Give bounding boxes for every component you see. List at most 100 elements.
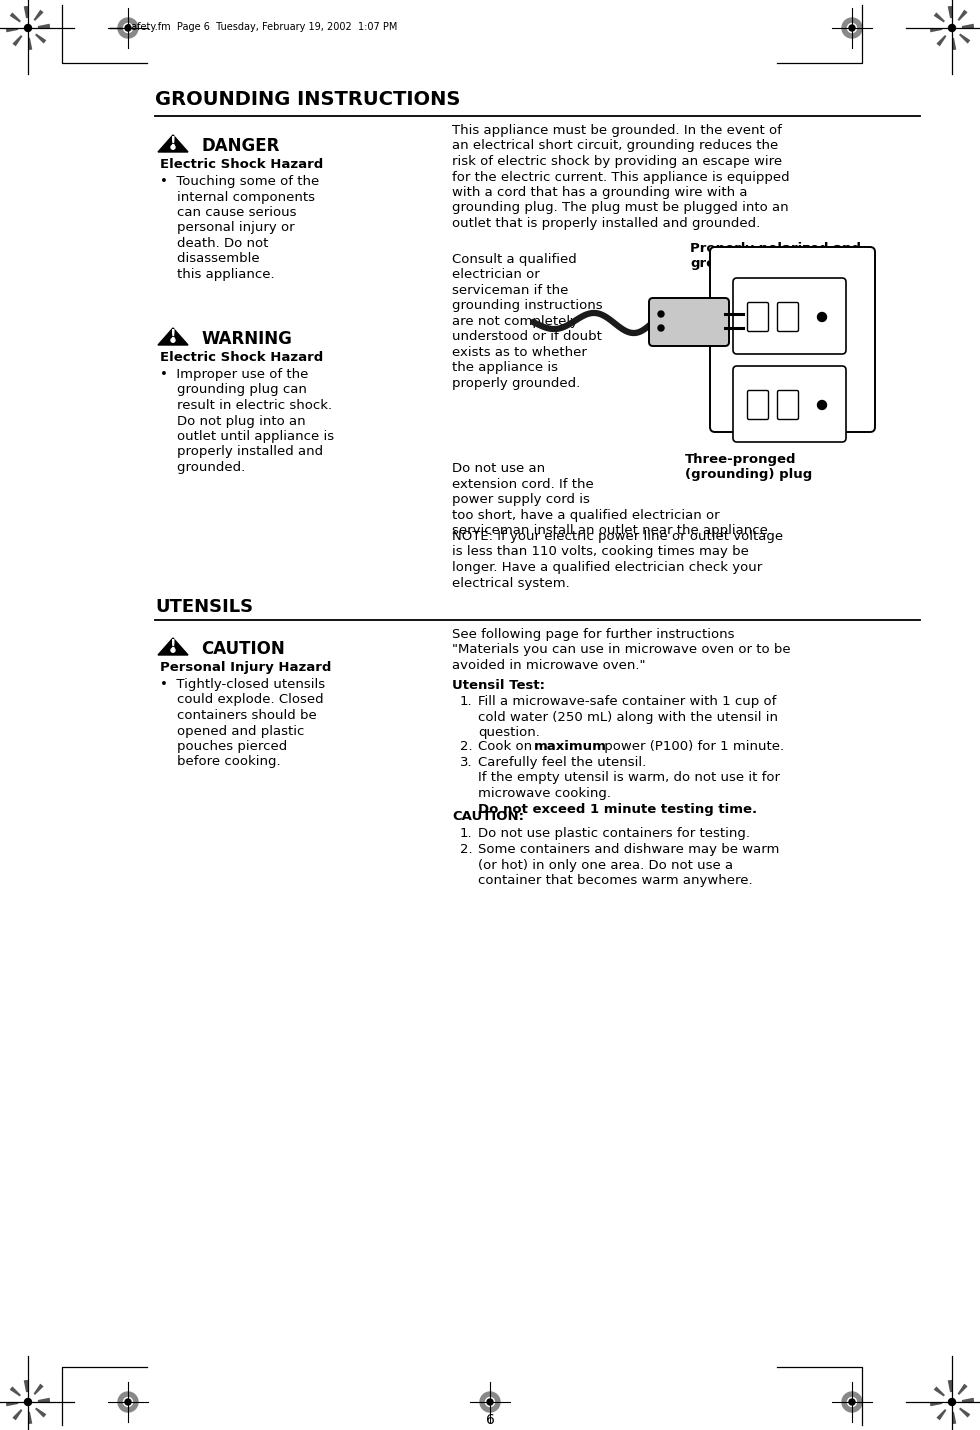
Text: could explode. Closed: could explode. Closed — [160, 694, 323, 706]
Circle shape — [658, 325, 664, 330]
Text: 1.: 1. — [460, 695, 472, 708]
Wedge shape — [944, 29, 952, 50]
Text: can cause serious: can cause serious — [160, 206, 297, 219]
Text: DANGER: DANGER — [201, 137, 279, 154]
Wedge shape — [948, 1380, 952, 1401]
Text: is less than 110 volts, cooking times may be: is less than 110 volts, cooking times ma… — [452, 545, 749, 559]
Wedge shape — [952, 29, 973, 36]
Wedge shape — [10, 13, 28, 29]
Wedge shape — [952, 1401, 973, 1410]
Text: properly grounded.: properly grounded. — [452, 378, 580, 390]
Circle shape — [817, 400, 826, 409]
Wedge shape — [930, 29, 952, 33]
Circle shape — [849, 1399, 855, 1406]
Wedge shape — [930, 1394, 952, 1401]
Text: avoided in microwave oven.": avoided in microwave oven." — [452, 659, 646, 672]
Wedge shape — [28, 29, 46, 43]
Wedge shape — [932, 1401, 952, 1414]
Text: (or hot) in only one area. Do not use a: (or hot) in only one area. Do not use a — [478, 858, 733, 871]
Circle shape — [849, 24, 855, 31]
FancyBboxPatch shape — [710, 247, 875, 432]
Wedge shape — [28, 1384, 43, 1401]
Text: 1.: 1. — [460, 827, 472, 839]
Text: electrician or: electrician or — [452, 269, 540, 282]
Text: Do not plug into an: Do not plug into an — [160, 415, 306, 428]
Text: grounded: grounded — [690, 257, 762, 270]
Text: Do not use plastic containers for testing.: Do not use plastic containers for testin… — [478, 827, 750, 839]
Circle shape — [125, 24, 131, 31]
Wedge shape — [952, 29, 956, 50]
Wedge shape — [940, 1381, 952, 1401]
Wedge shape — [932, 29, 952, 40]
Text: Some containers and dishware may be warm: Some containers and dishware may be warm — [478, 844, 779, 857]
Text: for the electric current. This appliance is equipped: for the electric current. This appliance… — [452, 170, 790, 183]
Wedge shape — [7, 20, 28, 29]
Text: personal injury or: personal injury or — [160, 222, 295, 235]
Text: result in electric shock.: result in electric shock. — [160, 399, 332, 412]
Wedge shape — [24, 6, 28, 29]
Wedge shape — [16, 7, 28, 29]
Text: Cook on: Cook on — [478, 739, 536, 754]
Circle shape — [123, 23, 132, 33]
Text: power (P100) for 1 minute.: power (P100) for 1 minute. — [600, 739, 784, 754]
Wedge shape — [948, 6, 952, 29]
Polygon shape — [158, 638, 188, 655]
Text: pouches pierced: pouches pierced — [160, 739, 287, 754]
Wedge shape — [7, 1394, 28, 1401]
Text: Do not use an: Do not use an — [452, 462, 545, 475]
Text: This appliance must be grounded. In the event of: This appliance must be grounded. In the … — [452, 124, 782, 137]
Wedge shape — [28, 1397, 50, 1401]
Circle shape — [943, 19, 961, 37]
Text: electrical system.: electrical system. — [452, 576, 569, 589]
Circle shape — [24, 24, 31, 31]
Wedge shape — [952, 1380, 960, 1401]
Wedge shape — [952, 1401, 970, 1417]
Text: GROUNDING INSTRUCTIONS: GROUNDING INSTRUCTIONS — [155, 90, 461, 109]
Text: extension cord. If the: extension cord. If the — [452, 478, 594, 490]
Text: grounding plug can: grounding plug can — [160, 383, 307, 396]
Wedge shape — [952, 6, 960, 29]
Wedge shape — [930, 20, 952, 29]
Text: serviceman if the: serviceman if the — [452, 285, 568, 297]
Text: with a cord that has a grounding wire with a: with a cord that has a grounding wire wi… — [452, 186, 748, 199]
Wedge shape — [952, 1384, 967, 1401]
Text: Utensil Test:: Utensil Test: — [452, 679, 545, 692]
Text: risk of electric shock by providing an escape wire: risk of electric shock by providing an e… — [452, 154, 782, 167]
Text: Carefully feel the utensil.: Carefully feel the utensil. — [478, 756, 646, 769]
Text: maximum: maximum — [534, 739, 607, 754]
FancyBboxPatch shape — [733, 366, 846, 442]
Circle shape — [658, 310, 664, 317]
Text: power supply cord is: power supply cord is — [452, 493, 590, 506]
Wedge shape — [6, 29, 28, 33]
Wedge shape — [28, 16, 48, 29]
Circle shape — [171, 146, 175, 149]
Wedge shape — [934, 13, 952, 29]
Circle shape — [118, 19, 138, 39]
Wedge shape — [952, 1397, 974, 1401]
Text: outlet until appliance is: outlet until appliance is — [160, 430, 334, 443]
Circle shape — [848, 1397, 857, 1407]
Text: understood or if doubt: understood or if doubt — [452, 330, 602, 343]
Wedge shape — [28, 6, 36, 29]
Wedge shape — [28, 24, 50, 29]
Wedge shape — [20, 29, 28, 50]
Text: !: ! — [170, 327, 176, 342]
Circle shape — [487, 1399, 493, 1406]
Circle shape — [817, 313, 826, 322]
Wedge shape — [6, 1401, 28, 1406]
Text: an electrical short circuit, grounding reduces the: an electrical short circuit, grounding r… — [452, 140, 778, 153]
Text: WARNING: WARNING — [201, 330, 292, 347]
Text: Consult a qualified: Consult a qualified — [452, 253, 577, 266]
Circle shape — [19, 19, 37, 37]
Text: NOTE: If your electric power line or outlet voltage: NOTE: If your electric power line or out… — [452, 531, 783, 543]
Text: CAUTION: CAUTION — [201, 641, 285, 658]
Polygon shape — [158, 327, 188, 345]
Wedge shape — [8, 29, 28, 40]
Text: Properly polarized and: Properly polarized and — [690, 242, 861, 255]
Text: safety.fm  Page 6  Tuesday, February 19, 2002  1:07 PM: safety.fm Page 6 Tuesday, February 19, 2… — [126, 21, 397, 31]
Circle shape — [842, 1391, 862, 1411]
Text: •  Improper use of the: • Improper use of the — [160, 368, 309, 380]
Circle shape — [171, 648, 175, 652]
Text: internal components: internal components — [160, 190, 315, 203]
Wedge shape — [952, 1401, 964, 1423]
